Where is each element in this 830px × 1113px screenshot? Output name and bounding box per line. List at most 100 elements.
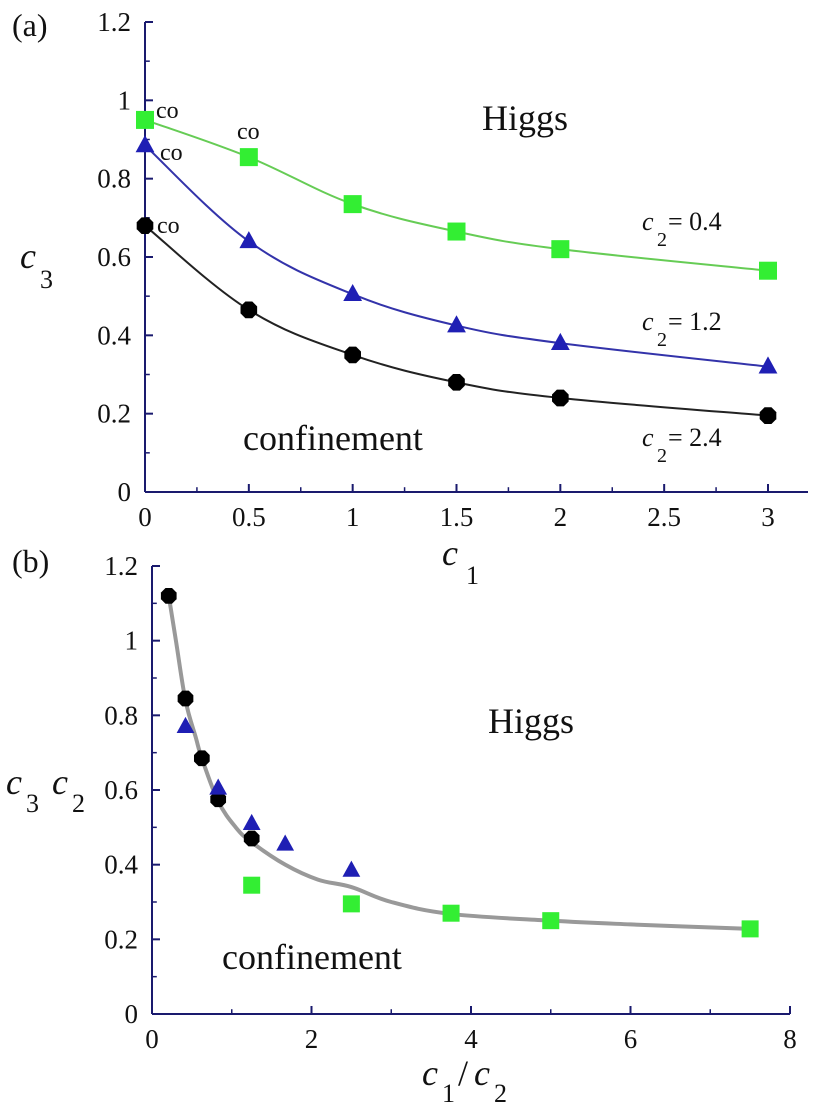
data-point-triangle <box>209 778 228 795</box>
series-label-prefix: c <box>642 307 654 336</box>
y-tick-label: 0 <box>118 477 132 507</box>
point-label-co: co <box>157 213 180 239</box>
point-label-co: co <box>160 140 183 166</box>
series-label-value: = 0.4 <box>668 207 722 236</box>
y-tick-label: 1 <box>118 85 132 115</box>
panel-b-label: (b) <box>12 543 49 579</box>
x-tick-label: 4 <box>464 1024 478 1054</box>
y-axis-title-sub-2: 2 <box>72 789 85 818</box>
data-point-square <box>542 912 560 930</box>
panel-a: (a) 00.20.40.60.811.20 0.5 1 1.5 2 2.5 3 Higgs… <box>12 7 808 590</box>
x-tick-label: 0 <box>138 502 152 532</box>
y-axis-title-sub: 3 <box>40 265 53 294</box>
data-point-circle <box>210 791 227 808</box>
series-label-value: = 2.4 <box>668 423 722 452</box>
x-axis-title-sub-2: 2 <box>494 1079 507 1108</box>
y-axis-title-main: c <box>20 236 36 276</box>
series-label-c2-0.4: c 2 = 0.4 <box>642 207 722 251</box>
data-point-circle <box>160 588 177 604</box>
series-line <box>144 144 769 368</box>
data-point-triangle <box>239 231 259 249</box>
y-tick-label: 0 <box>125 999 139 1029</box>
x-tick-label: 6 <box>624 1024 638 1054</box>
y-axis-title-main: c <box>6 762 22 802</box>
data-point-triangle <box>276 834 295 851</box>
panel-a-x-axis-title: c 1 <box>442 533 479 590</box>
data-point-circle <box>136 217 154 234</box>
y-tick-label: 0.8 <box>104 700 138 730</box>
data-point-square <box>759 261 777 280</box>
series-line <box>144 224 769 417</box>
data-point-square <box>447 222 466 241</box>
series-label-prefix: c <box>642 207 654 236</box>
x-tick-label: 3 <box>761 502 775 532</box>
y-tick-label: 0.2 <box>97 399 131 429</box>
data-point-circle <box>759 407 777 424</box>
series-label-sub: 2 <box>657 445 667 467</box>
data-point-circle <box>177 690 194 707</box>
x-axis-title-sub: 1 <box>466 561 479 590</box>
data-point-square <box>741 920 759 938</box>
fit-curve <box>166 595 751 931</box>
panel-b-y-axis-title: c 3 c 2 <box>6 762 85 818</box>
panel-b: (b) 00.20.40.60.811.20 2 4 6 8 Higgs confine… <box>6 543 797 1108</box>
y-axis-title-main-2: c <box>52 762 68 802</box>
x-tick-label: 1.5 <box>440 502 474 532</box>
data-point-circle <box>448 374 465 391</box>
panel-a-label: (a) <box>12 7 48 43</box>
y-tick-label: 0.8 <box>97 164 131 194</box>
data-point-circle <box>344 346 361 364</box>
x-axis-title-main: c <box>442 533 458 573</box>
point-label-co: co <box>156 98 179 124</box>
data-point-square <box>551 240 570 259</box>
series-label-value: = 1.2 <box>668 307 722 336</box>
y-tick-label: 1.2 <box>104 551 138 581</box>
panel-b-x-axis-title: c 1 / c 2 <box>422 1053 507 1108</box>
y-axis-title-sub: 3 <box>26 789 39 818</box>
x-tick-label: 2 <box>554 502 568 532</box>
panel-b-marks <box>160 588 759 938</box>
panel-a-marks <box>135 110 778 424</box>
x-axis-title-main: c <box>422 1053 438 1093</box>
series-label-sub: 2 <box>657 329 667 351</box>
series-label-prefix: c <box>642 423 654 452</box>
data-point-square <box>243 876 261 894</box>
x-tick-label: 0.5 <box>232 502 266 532</box>
data-point-square <box>239 148 258 167</box>
panel-b-curves <box>166 595 751 931</box>
x-tick-label: 8 <box>783 1024 797 1054</box>
x-tick-label: 0 <box>145 1024 159 1054</box>
data-point-triangle <box>176 716 195 733</box>
data-point-square <box>342 895 360 913</box>
x-tick-label: 2.5 <box>647 502 681 532</box>
data-point-triangle <box>135 135 155 153</box>
panel-b-region-confinement: confinement <box>222 937 402 977</box>
data-point-triangle <box>242 813 261 831</box>
data-point-circle <box>243 830 260 847</box>
data-point-triangle <box>550 332 570 351</box>
data-point-circle <box>552 389 569 407</box>
panel-a-axes: 0 0.2 0.4 0.6 0.8 1 1.2 0 0.5 1 1.5 2 2.5 3 <box>97 7 808 532</box>
y-tick-label: 1.2 <box>97 7 131 37</box>
panel-a-annotations: Higgs confinement c 2 = 0.4 c 2 = 1.2 c … <box>20 98 722 590</box>
panel-a-region-confinement: confinement <box>243 418 423 458</box>
x-tick-label: 1 <box>346 502 360 532</box>
data-point-square <box>442 904 460 922</box>
y-tick-label: 0.4 <box>97 320 131 350</box>
series-label-c2-2.4: c 2 = 2.4 <box>642 423 722 467</box>
data-point-triangle <box>343 283 363 302</box>
panel-b-axes: 0 0.2 0.4 0.6 0.8 1 1.2 0 2 4 6 8 <box>104 551 797 1054</box>
data-point-circle <box>240 301 258 319</box>
data-point-circle <box>193 750 210 767</box>
panel-a-y-axis-title: c 3 <box>20 236 53 294</box>
panel-b-region-higgs: Higgs <box>488 701 574 741</box>
data-point-triangle <box>342 860 361 877</box>
y-tick-label: 0.6 <box>104 775 138 805</box>
series-label-sub: 2 <box>657 229 667 251</box>
x-axis-title-sep: / <box>458 1053 468 1093</box>
panel-b-annotations: Higgs confinement c 3 c 2 c 1 / c 2 <box>6 701 574 1108</box>
data-point-square <box>136 110 154 129</box>
x-tick-label: 2 <box>305 1024 319 1054</box>
